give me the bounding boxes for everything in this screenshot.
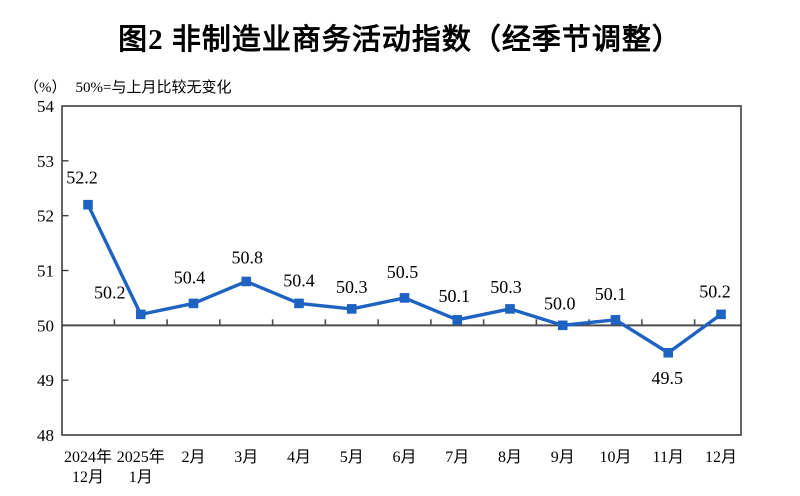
y-axis-tick-label: 51 bbox=[37, 262, 54, 281]
y-axis-tick-label: 54 bbox=[37, 97, 55, 116]
axis-unit-note: （%） 50%=与上月比较无变化 bbox=[24, 76, 231, 97]
x-axis-label: 12月 bbox=[72, 469, 104, 486]
x-axis-label: 1月 bbox=[129, 469, 153, 486]
x-axis-label: 3月 bbox=[234, 449, 258, 466]
data-point-label: 49.5 bbox=[652, 368, 684, 388]
data-point-marker bbox=[135, 309, 146, 320]
x-axis-label: 2025年 bbox=[117, 448, 165, 466]
x-axis-label: 9月 bbox=[551, 449, 575, 466]
data-point-label: 50.3 bbox=[336, 277, 368, 297]
y-axis-tick-label: 49 bbox=[37, 371, 54, 390]
data-point-marker bbox=[399, 293, 410, 303]
data-point-label: 50.4 bbox=[283, 270, 315, 290]
x-axis-label: 12月 bbox=[705, 449, 737, 466]
data-point-label: 50.2 bbox=[94, 282, 126, 302]
y-axis-tick-label: 53 bbox=[37, 152, 54, 171]
data-point-label: 50.8 bbox=[232, 247, 264, 267]
data-point-marker bbox=[505, 304, 515, 314]
y-axis-tick-label: 50 bbox=[37, 316, 54, 335]
data-point-label: 50.2 bbox=[699, 281, 731, 301]
data-point-label: 50.0 bbox=[544, 293, 576, 313]
data-point-marker bbox=[557, 320, 568, 331]
data-point-marker bbox=[83, 199, 93, 210]
data-point-label: 50.1 bbox=[595, 284, 627, 304]
chart-title: 图2 非制造业商务活动指数（经季节调整） bbox=[118, 24, 682, 56]
data-point-marker bbox=[452, 315, 463, 325]
data-point-marker bbox=[663, 347, 674, 358]
data-point-marker bbox=[716, 309, 726, 320]
data-point-label: 50.3 bbox=[490, 277, 522, 297]
reference-note: 50%=与上月比较无变化 bbox=[75, 80, 232, 96]
data-point-label: 50.5 bbox=[387, 262, 419, 282]
y-axis-tick-label: 48 bbox=[37, 426, 54, 445]
x-axis-label: 5月 bbox=[340, 449, 364, 466]
x-axis-label: 6月 bbox=[392, 449, 416, 466]
x-axis-label: 8月 bbox=[498, 449, 522, 466]
data-point-marker bbox=[346, 304, 357, 314]
x-axis-label: 4月 bbox=[287, 449, 311, 466]
y-axis-tick-label: 52 bbox=[37, 207, 54, 226]
data-point-marker bbox=[294, 298, 304, 309]
x-axis-label: 2024年 bbox=[64, 448, 112, 466]
x-axis-label: 2月 bbox=[181, 449, 205, 466]
data-point-label: 50.1 bbox=[439, 286, 471, 306]
data-point-label: 52.2 bbox=[66, 168, 98, 188]
x-axis-label: 7月 bbox=[445, 449, 469, 466]
x-axis-label: 10月 bbox=[599, 449, 631, 466]
data-point-marker bbox=[188, 298, 199, 309]
data-point-label: 50.4 bbox=[174, 267, 206, 287]
x-axis-label: 11月 bbox=[653, 449, 684, 466]
unit-label: （%） bbox=[24, 80, 67, 96]
data-point-marker bbox=[610, 315, 621, 325]
data-point-marker bbox=[241, 276, 252, 287]
